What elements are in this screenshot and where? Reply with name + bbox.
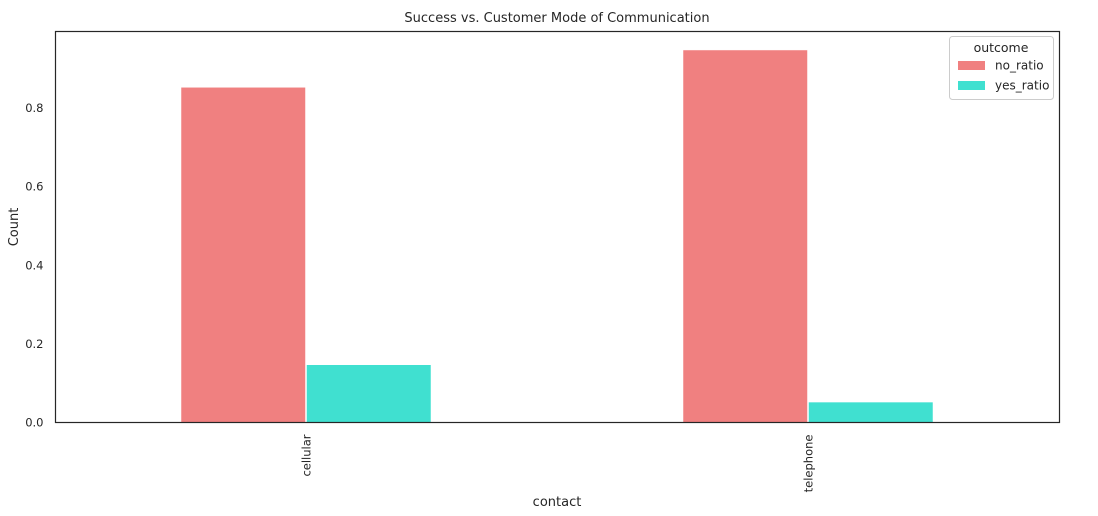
legend-swatch-yes_ratio xyxy=(958,81,985,90)
y-tick-label: 0.8 xyxy=(25,101,43,115)
chart-title: Success vs. Customer Mode of Communicati… xyxy=(404,11,709,26)
y-tick-label: 0.2 xyxy=(25,337,43,351)
legend: outcome no_ratio yes_ratio xyxy=(949,36,1054,100)
y-tick-label: 0.0 xyxy=(25,416,43,430)
y-tick-label: 0.6 xyxy=(25,180,43,194)
bar-yes_ratio-cellular xyxy=(306,364,432,423)
bars xyxy=(180,49,934,423)
legend-title: outcome xyxy=(974,40,1029,55)
x-axis-ticks: cellular telephone xyxy=(300,434,816,492)
bar-yes_ratio-telephone xyxy=(808,401,934,423)
bar-no_ratio-telephone xyxy=(682,49,808,423)
legend-swatch-no_ratio xyxy=(958,61,985,70)
bar-no_ratio-cellular xyxy=(180,87,306,423)
x-tick-label: telephone xyxy=(802,435,816,493)
legend-label-yes_ratio: yes_ratio xyxy=(995,79,1049,93)
plot-area: 0.0 0.2 0.4 0.6 0.8 cellular telephone xyxy=(25,30,1061,492)
y-tick-label: 0.4 xyxy=(25,258,43,272)
x-axis-label: contact xyxy=(533,495,582,510)
y-axis-label: Count xyxy=(7,208,22,247)
legend-label-no_ratio: no_ratio xyxy=(995,59,1044,73)
legend-items: no_ratio yes_ratio xyxy=(958,59,1049,93)
y-axis-ticks: 0.0 0.2 0.4 0.6 0.8 xyxy=(25,101,43,429)
plot-frame xyxy=(54,30,1061,424)
x-tick-label: cellular xyxy=(300,434,314,476)
